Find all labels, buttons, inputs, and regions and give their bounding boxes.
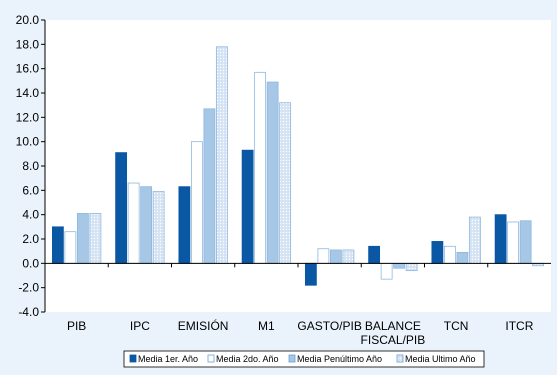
bar <box>178 186 191 264</box>
y-tick-label: 0.0 <box>22 256 39 270</box>
y-tick-label: 14.0 <box>16 86 40 100</box>
x-tick-label-line: EMISIÓN <box>178 318 229 333</box>
x-tick-label: EMISIÓN <box>178 318 229 333</box>
bar <box>76 213 89 264</box>
legend-label: Media Ultimo Año <box>405 354 476 364</box>
bar <box>266 81 279 264</box>
bar <box>380 262 393 280</box>
x-axis-labels: PIB IPC EMISIÓN M1 GASTO/PIB BALANCE FISCAL/PI… <box>67 318 534 347</box>
axes <box>44 20 551 312</box>
legend-swatch <box>396 354 404 363</box>
bar <box>393 262 406 269</box>
bar <box>456 251 469 264</box>
x-tick-label-line: PIB <box>67 319 86 333</box>
legend-swatch <box>207 354 215 363</box>
y-tick-label: -2.0 <box>18 281 39 295</box>
x-tick-label: ITCR <box>505 319 533 333</box>
bar <box>190 141 203 264</box>
bar <box>443 245 456 264</box>
x-tick-label-line: ITCR <box>505 319 533 333</box>
bar <box>507 221 520 264</box>
legend-label: Media Penúltimo Año <box>297 354 382 364</box>
bar <box>115 152 128 264</box>
y-axis-ticks: -4.0 -2.0 0.0 2.0 4.0 6.0 8.0 10.0 12.0 14.0 16.0 1… <box>16 13 45 319</box>
x-tick-label: M1 <box>258 319 275 333</box>
legend-label: Media 2do. Año <box>216 354 279 364</box>
x-tick-label-line: TCN <box>444 319 469 333</box>
bar <box>51 226 64 264</box>
bars <box>51 46 545 286</box>
x-tick-label: TCN <box>444 319 469 333</box>
x-tick-label-line: FISCAL/PIB <box>361 333 426 347</box>
bar <box>140 186 153 264</box>
x-tick-label: BALANCE FISCAL/PIB <box>361 319 426 347</box>
bar <box>519 220 532 264</box>
bar <box>279 102 292 264</box>
x-tick-label-line: GASTO/PIB <box>297 319 361 333</box>
bar <box>468 216 481 264</box>
bar <box>89 213 102 264</box>
bar <box>64 231 77 264</box>
y-tick-label: -4.0 <box>18 305 39 319</box>
x-tick-label: PIB <box>67 319 86 333</box>
y-tick-label: 4.0 <box>22 208 39 222</box>
y-tick-label: 16.0 <box>16 62 40 76</box>
legend-swatch <box>129 354 137 363</box>
y-tick-label: 20.0 <box>16 13 40 27</box>
x-tick-label: IPC <box>130 319 150 333</box>
bar <box>241 149 254 264</box>
x-tick-label: GASTO/PIB <box>297 319 361 333</box>
bar <box>203 108 216 264</box>
bar <box>304 262 317 286</box>
bar <box>152 191 165 264</box>
bar <box>254 71 267 264</box>
bar <box>405 262 418 272</box>
bar <box>215 46 228 264</box>
x-tick-label-line: M1 <box>258 319 275 333</box>
y-tick-label: 8.0 <box>22 159 39 173</box>
y-tick-label: 10.0 <box>16 135 40 149</box>
bar <box>329 249 342 264</box>
bar <box>494 214 507 264</box>
legend-label: Media 1er. Año <box>138 354 198 364</box>
x-tick-label-line: IPC <box>130 319 150 333</box>
y-tick-label: 18.0 <box>16 37 40 51</box>
y-tick-label: 12.0 <box>16 110 40 124</box>
bar <box>342 249 355 264</box>
x-tick-label-line: BALANCE <box>365 319 421 333</box>
bar <box>127 182 140 264</box>
legend: Media 1er. Año Media 2do. Año Media Penúlt… <box>123 350 485 368</box>
legend-swatch <box>288 354 296 363</box>
y-tick-label: 2.0 <box>22 232 39 246</box>
bar <box>317 248 330 264</box>
bar <box>431 241 444 264</box>
y-tick-label: 6.0 <box>22 183 39 197</box>
bar <box>368 245 381 264</box>
